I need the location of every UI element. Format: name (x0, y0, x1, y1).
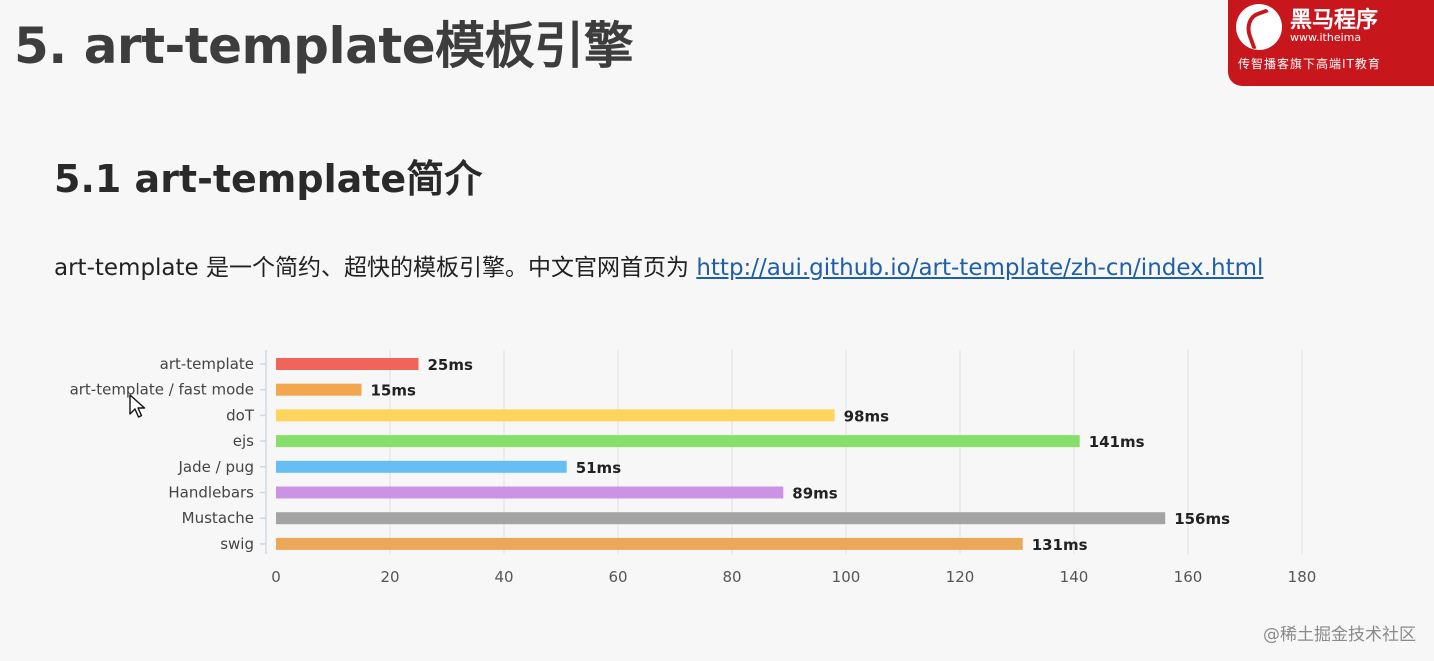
category-label: art-template / fast mode (70, 381, 254, 399)
intro-text: art-template 是一个简约、超快的模板引擎。中文官网首页为 (54, 255, 697, 281)
x-tick-label: 40 (494, 568, 513, 586)
bar (276, 409, 835, 422)
value-label: 15ms (371, 382, 417, 400)
x-tick-label: 140 (1060, 568, 1089, 586)
logo-url: www.itheima (1290, 31, 1362, 44)
horse-logo-icon (1236, 4, 1282, 50)
category-label: doT (226, 406, 255, 424)
x-tick-label: 120 (946, 568, 975, 586)
section-heading: 5.1 art-template简介 (54, 157, 483, 201)
x-tick-label: 60 (608, 568, 627, 586)
brand-logo: 黑马程序 www.itheima 传智播客旗下高端IT教育 (1228, 0, 1434, 86)
bar (276, 435, 1080, 448)
bar (276, 537, 1023, 550)
bar (276, 512, 1166, 525)
value-label: 131ms (1032, 536, 1088, 554)
chart-x-ticks: 0 20 40 60 80 100 120 140 160 180 (271, 568, 1316, 586)
official-site-link[interactable]: http://aui.github.io/art-template/zh-cn/… (696, 255, 1264, 281)
category-label: art-template (160, 355, 254, 373)
bar (276, 383, 362, 396)
x-tick-label: 80 (722, 568, 741, 586)
benchmark-chart: art-template art-template / fast mode doT e… (70, 350, 1316, 586)
slide-title: 5. art-template模板引擎 (14, 17, 634, 75)
category-label: Mustache (182, 509, 254, 527)
value-label: 98ms (844, 407, 890, 425)
chart-bars (276, 358, 1166, 550)
value-label: 51ms (576, 459, 622, 477)
value-label: 89ms (792, 485, 838, 503)
x-tick-label: 0 (271, 568, 281, 586)
x-tick-label: 180 (1288, 568, 1317, 586)
chart-value-labels: 25ms 15ms 98ms 141ms 51ms 89ms 156ms 131ms (371, 356, 1231, 554)
x-tick-label: 160 (1174, 568, 1203, 586)
category-label: Jade / pug (177, 458, 254, 476)
x-tick-label: 100 (832, 568, 861, 586)
value-label: 25ms (428, 356, 474, 374)
mouse-cursor-icon (129, 394, 146, 418)
category-label: ejs (233, 432, 254, 450)
category-label: swig (220, 535, 254, 553)
chart-category-labels: art-template art-template / fast mode doT e… (70, 355, 255, 553)
watermark: @稀土掘金技术社区 (1263, 625, 1416, 645)
chart-grid (260, 350, 1303, 554)
intro-paragraph: art-template 是一个简约、超快的模板引擎。中文官网首页为 http:… (54, 248, 1263, 282)
category-label: Handlebars (168, 484, 254, 502)
x-tick-label: 20 (380, 568, 399, 586)
bar (276, 358, 419, 370)
logo-name: 黑马程序 (1290, 8, 1379, 33)
logo-slogan: 传智播客旗下高端IT教育 (1238, 57, 1381, 71)
value-label: 156ms (1174, 510, 1230, 528)
bar (276, 460, 567, 473)
bar (276, 486, 784, 499)
value-label: 141ms (1089, 433, 1145, 451)
